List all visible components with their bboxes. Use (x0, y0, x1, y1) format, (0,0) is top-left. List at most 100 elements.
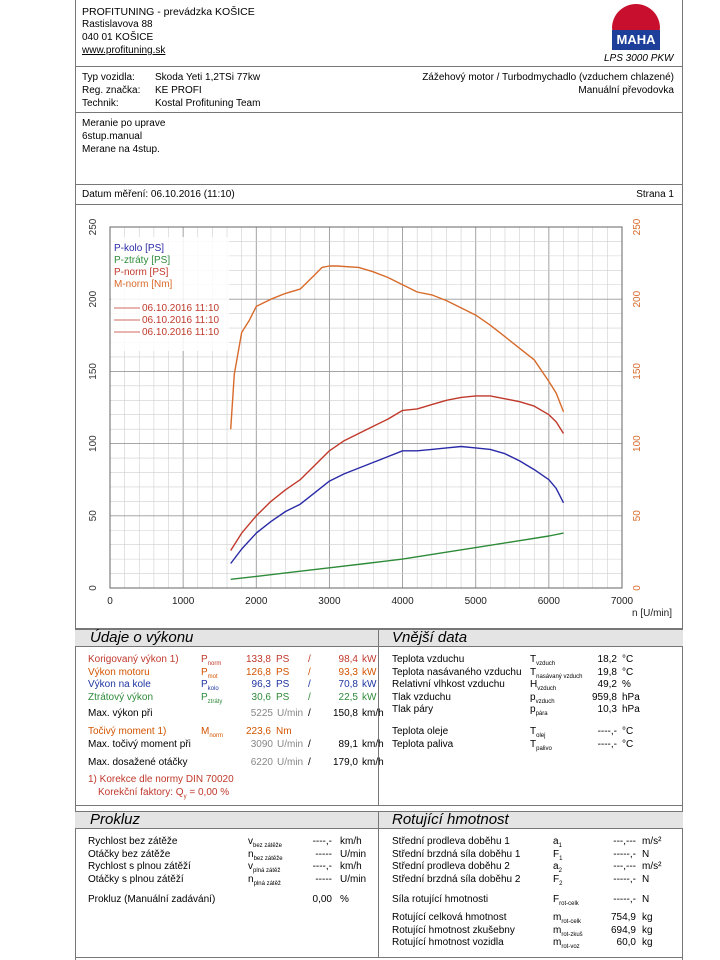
company-web-link[interactable]: www.profituning.sk (82, 45, 166, 56)
symbol: Frot-celk (553, 894, 579, 907)
torque-unit: Nm (276, 726, 292, 737)
y-axis-left: 0 50 100 150 200 250 (88, 218, 99, 591)
external-label: Teplota paliva (392, 738, 454, 750)
footnote-din: 1) Korekce dle normy DIN 70020 (88, 774, 234, 785)
legend-date: 06.10.2016 11:10 (142, 327, 220, 338)
divider (75, 628, 683, 629)
symbol: mrot-voz (553, 937, 580, 950)
prokluz-value: ----,- (312, 836, 332, 847)
perf-unit-kw: kW (362, 666, 377, 678)
external-title: Vnější data (392, 629, 468, 646)
symbol: F1 (553, 848, 563, 862)
y-tick-label-torque: 50 (632, 510, 643, 522)
symbol: Mnorm (201, 726, 224, 739)
max-torque-speed: 89,1 (338, 739, 358, 750)
symbol: vbez zátěže (248, 836, 283, 849)
symbol: Tnasávaný vzduch (530, 666, 583, 680)
prokluz-title: Prokluz (90, 811, 141, 828)
max-rpm-label: Max. dosažené otáčky (88, 757, 188, 768)
rotating-label: Rotující hmotnost vozidla (392, 937, 504, 948)
symbol: ppára (530, 704, 548, 717)
max-power-rpm-unit: U/min (277, 708, 304, 719)
divider (75, 66, 683, 67)
rotating-value: -----,- (613, 848, 636, 860)
perf-separator: / (308, 654, 311, 665)
external-value: 959,8 (591, 691, 617, 703)
symbol: Tpalivo (530, 738, 552, 752)
max-power-speed-unit: km/h (362, 708, 384, 719)
rotating-label: Střední brzdná síla doběhu 1 (392, 848, 521, 860)
symbol: Pmot (201, 666, 218, 680)
x-tick-label: 4000 (391, 596, 414, 607)
perf-value-kw: 70,8 (338, 679, 358, 690)
rotating-value: 694,9 (610, 924, 636, 936)
torque-label: Točivý moment 1) (88, 726, 167, 737)
symbol: a1 (553, 836, 562, 849)
rotating-label: Síla rotující hmotnosti (392, 894, 489, 905)
rotating-unit: kg (642, 912, 653, 923)
note-line: Merane na 4stup. (82, 144, 160, 155)
symbol: vplná zátěž (248, 861, 281, 874)
section-bar (75, 811, 378, 829)
section-bar (379, 629, 683, 647)
y-tick-label-torque: 200 (632, 290, 643, 307)
legend-entry: P-kolo [PS] (114, 243, 164, 254)
vehicle-type-value: Skoda Yeti 1,2TSi 77kw (155, 72, 261, 83)
symbol: mrot-zkuš (553, 924, 583, 938)
y-tick-label: 100 (88, 435, 99, 452)
symbol: nbez zátěže (248, 848, 283, 862)
rotating-label: Střední prodleva doběhu 1 (392, 836, 510, 847)
reg-label: Reg. značka: (82, 85, 141, 96)
perf-separator: / (308, 679, 311, 690)
max-power-label: Max. výkon při (88, 708, 153, 719)
rotating-unit: kg (642, 924, 653, 936)
prokluz-value: ----- (315, 848, 332, 860)
prokluz-label: Otáčky bez zátěže (88, 848, 171, 860)
measurement-date: Datum měření: 06.10.2016 (11:10) (82, 189, 235, 200)
perf-separator: / (308, 666, 311, 678)
legend-date: 06.10.2016 11:10 (142, 303, 220, 314)
perf-value-kw: 93,3 (338, 666, 358, 678)
torque-value: 223,6 (245, 726, 271, 737)
symbol: pvzduch (530, 691, 555, 705)
x-tick-label: 2000 (245, 596, 268, 607)
prokluz-label: Rychlost bez zátěže (88, 836, 178, 847)
section-bar (379, 811, 683, 829)
divider (75, 184, 683, 185)
external-unit: °C (622, 738, 634, 750)
rotating-label: Rotující hmotnost zkušebny (392, 924, 515, 936)
rotating-unit: m/s² (642, 861, 662, 872)
rotating-unit: N (642, 873, 650, 885)
engine-type: Zážehový motor / Turbodmychadlo (vzduche… (422, 72, 674, 83)
symbol: F2 (553, 873, 563, 887)
max-rpm-rpm-unit: U/min (277, 757, 304, 768)
symbol: mrot-celk (553, 912, 582, 925)
max-rpm-speed-unit: km/h (362, 757, 384, 768)
rotating-value: -----,- (613, 894, 636, 905)
y-axis-right: 0 50 100 150 200 250 (632, 218, 643, 591)
rotating-unit: N (642, 894, 650, 905)
prokluz-unit: km/h (340, 836, 362, 847)
legend-date: 06.10.2016 11:10 (142, 315, 220, 326)
external-unit: °C (622, 726, 634, 737)
perf-value-kw: 22,5 (338, 691, 358, 703)
note-line: Meranie po uprave (82, 118, 166, 129)
reg-value: KE PROFI (155, 85, 202, 96)
company-street: Rastislavova 88 (82, 19, 153, 30)
symbol: Tolej (530, 726, 546, 739)
external-unit: °C (622, 666, 634, 678)
x-tick-label: 3000 (318, 596, 341, 607)
maha-logo: MAHA (612, 30, 660, 50)
symbol: Pztráty (201, 691, 223, 705)
max-power-rpm: 5225 (250, 708, 273, 719)
y-tick-label: 0 (88, 585, 99, 591)
perf-unit-kw: kW (362, 691, 377, 703)
max-torque-rpm: 3090 (250, 739, 273, 750)
x-tick-label: 6000 (538, 596, 561, 607)
y-tick-label: 150 (88, 363, 99, 380)
external-unit: % (622, 679, 631, 690)
y-tick-label-torque: 0 (632, 585, 643, 591)
prokluz-manual-unit: % (340, 894, 349, 905)
x-tick-label: 5000 (465, 596, 488, 607)
rotating-unit: kg (642, 937, 653, 948)
